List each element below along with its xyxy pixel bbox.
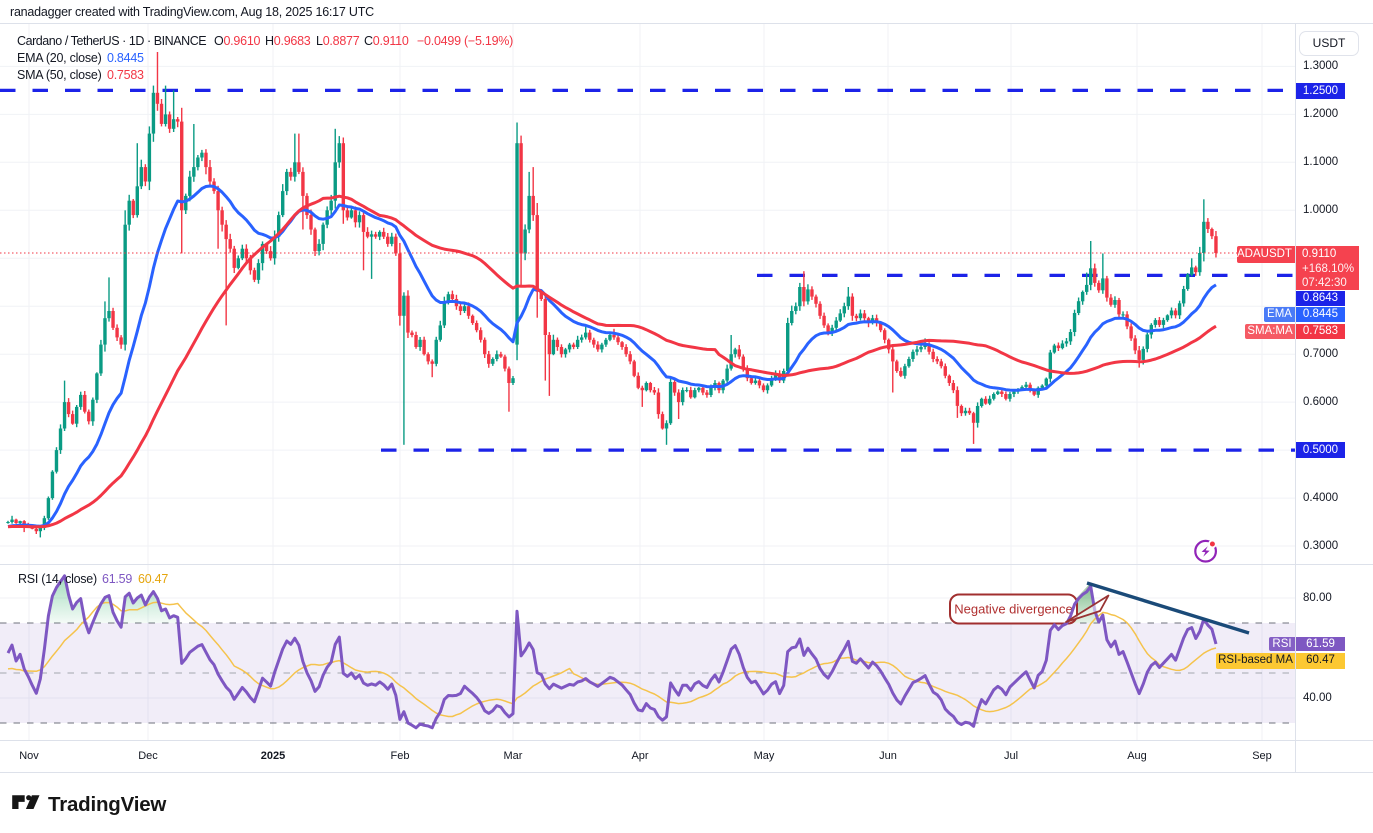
svg-text:Negative divergence: Negative divergence [954,602,1073,617]
